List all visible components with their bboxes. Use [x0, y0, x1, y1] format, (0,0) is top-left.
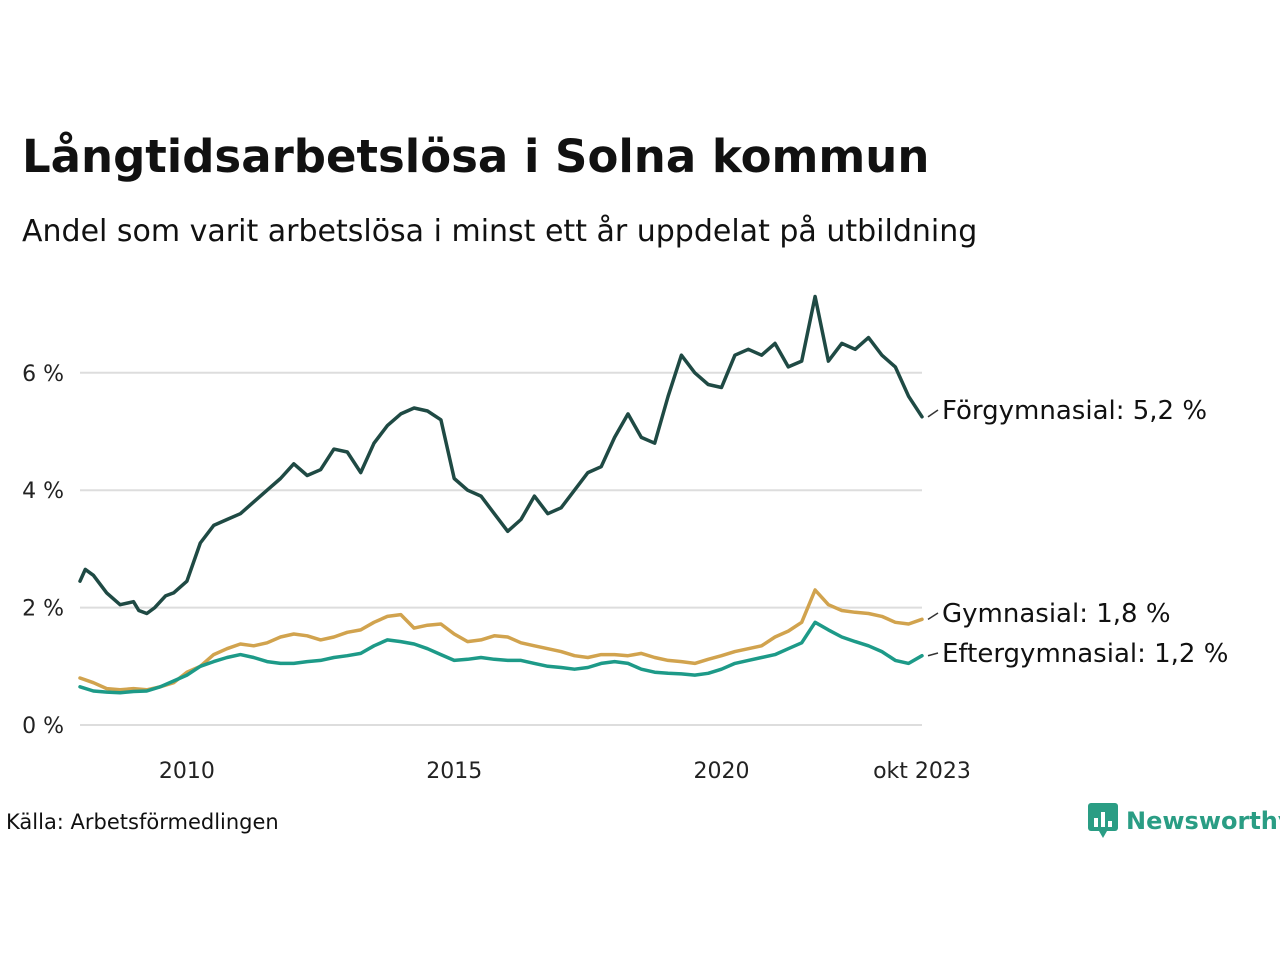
brand-name: Newsworthy	[1126, 807, 1280, 835]
y-axis: 0 % 2 % 4 % 6 %	[22, 362, 64, 739]
x-tick-label: 2010	[159, 759, 215, 784]
x-tick-label: 2020	[694, 759, 750, 784]
label-connector	[927, 409, 939, 418]
y-tick-label: 4 %	[22, 479, 64, 504]
series-end-label: Gymnasial: 1,8 %	[942, 599, 1171, 629]
x-tick-label: 2015	[426, 759, 482, 784]
label-connector	[927, 652, 939, 657]
series-line-förgymnasial	[78, 294, 924, 616]
source-note: Källa: Arbetsförmedlingen	[6, 810, 279, 834]
newsworthy-logo-icon	[1088, 803, 1118, 838]
series-line-eftergymnasial	[78, 620, 924, 695]
chart-subtitle: Andel som varit arbetslösa i minst ett å…	[22, 214, 978, 249]
y-tick-label: 2 %	[22, 597, 64, 622]
label-connector	[927, 612, 939, 620]
x-axis: 2010 2015 2020 okt 2023	[159, 759, 971, 784]
series-end-label: Eftergymnasial: 1,2 %	[942, 639, 1228, 669]
series-end-label: Förgymnasial: 5,2 %	[942, 396, 1207, 426]
x-tick-label: okt 2023	[873, 759, 971, 784]
gridlines	[80, 371, 922, 726]
brand-logo: Newsworthy	[1088, 803, 1280, 839]
chart-title: Långtidsarbetslösa i Solna kommun	[22, 130, 930, 183]
series-lines	[78, 294, 924, 695]
end-labels: Förgymnasial: 5,2 % Gymnasial: 1,8 % Efter…	[927, 396, 1228, 669]
series-line-gymnasial	[78, 588, 924, 692]
y-tick-label: 0 %	[22, 714, 64, 739]
y-tick-label: 6 %	[22, 362, 64, 387]
